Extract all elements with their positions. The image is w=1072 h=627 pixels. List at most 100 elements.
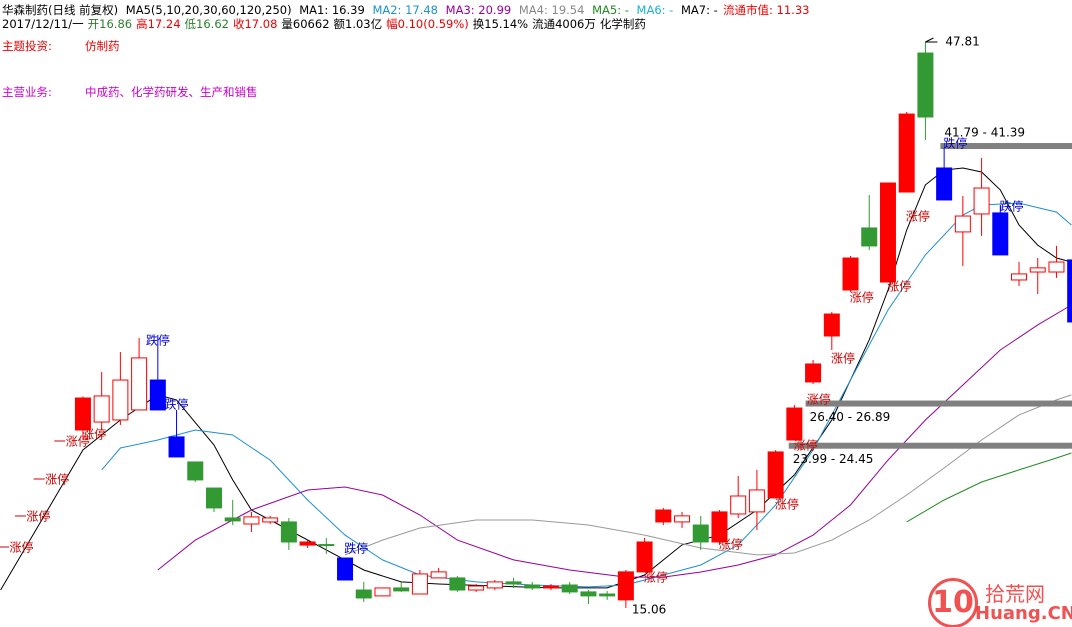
legend-ma1: MA1: 16.39 bbox=[299, 3, 365, 17]
legend-ma4: MA4: 19.54 bbox=[518, 3, 585, 17]
limit-label: 涨停 bbox=[644, 569, 668, 584]
ma-settings[interactable]: MA5(5,10,20,30,60,120,250) bbox=[125, 3, 292, 17]
candle-body bbox=[486, 581, 503, 589]
candle-body bbox=[805, 363, 822, 383]
candle-body bbox=[580, 591, 597, 597]
limit-label: 涨停 bbox=[719, 536, 743, 551]
market-cap: 流通市值: 11.33 bbox=[723, 3, 810, 17]
candle-body bbox=[861, 227, 878, 247]
legend-ma5: MA5: - bbox=[592, 3, 629, 17]
level-bar bbox=[788, 442, 1072, 449]
header-line2: 2017/12/11/一 开16.86 高17.24 低16.62 收17.08 量606… bbox=[2, 17, 650, 31]
limit-label: 涨停 bbox=[794, 438, 818, 453]
candle-body bbox=[711, 511, 728, 543]
level-label: 23.99 - 24.45 bbox=[793, 452, 874, 466]
candle-body bbox=[205, 487, 222, 509]
candle-body bbox=[411, 573, 428, 595]
candle-body bbox=[74, 397, 91, 431]
legend-ma6: MA6: - bbox=[636, 3, 674, 17]
candle-body bbox=[786, 407, 803, 441]
candle-body bbox=[262, 517, 279, 523]
ma-line bbox=[101, 202, 1072, 588]
watermark-domain: Huang.CN bbox=[975, 603, 1072, 624]
low: 低16.62 bbox=[184, 17, 229, 31]
candle-body bbox=[280, 521, 297, 543]
limit-label: 涨停 bbox=[887, 279, 911, 294]
candle-body bbox=[992, 212, 1009, 256]
limit-label: 一涨停 bbox=[54, 433, 90, 448]
candle-body bbox=[748, 489, 765, 513]
candle-body bbox=[112, 379, 129, 421]
candle-body bbox=[505, 581, 522, 585]
ma-line bbox=[344, 394, 1072, 556]
candle-body bbox=[168, 436, 185, 458]
legend-ma2: MA2: 17.48 bbox=[372, 3, 438, 17]
industry: 化学制药 bbox=[599, 17, 646, 31]
limit-label: 涨停 bbox=[850, 289, 874, 304]
limit-label: 跌停 bbox=[1000, 199, 1024, 214]
high: 高17.24 bbox=[136, 17, 181, 31]
ma-line bbox=[0, 167, 1072, 591]
limit-label: 跌停 bbox=[943, 135, 967, 150]
candle-body bbox=[318, 544, 335, 547]
candle-body bbox=[243, 516, 260, 525]
high-label: 47.81 bbox=[945, 34, 979, 48]
candle-body bbox=[393, 587, 410, 592]
legend-ma7: MA7: - bbox=[681, 3, 718, 17]
theme: 仿制药 bbox=[85, 39, 120, 53]
level-bar bbox=[940, 143, 1072, 150]
watermark-logo: 10 bbox=[928, 578, 978, 627]
candle-body bbox=[879, 182, 896, 283]
level-label: 26.40 - 26.89 bbox=[810, 410, 891, 424]
stock-name: 华森制药(日线 前复权) bbox=[2, 3, 119, 17]
limit-label: 跌停 bbox=[165, 396, 189, 411]
candle-body bbox=[599, 593, 616, 597]
candle-body bbox=[674, 515, 691, 523]
amount: 额1.03亿 bbox=[333, 17, 383, 31]
level-bar bbox=[805, 400, 1072, 407]
candle-body bbox=[149, 379, 166, 411]
close: 收17.08 bbox=[232, 17, 278, 31]
volume: 量60662 bbox=[281, 17, 330, 31]
candle-body bbox=[636, 541, 653, 573]
candle-body bbox=[655, 509, 672, 523]
limit-label: 涨停 bbox=[906, 209, 930, 224]
candle-body bbox=[767, 451, 784, 499]
candle-body bbox=[561, 584, 578, 593]
candle-body bbox=[1011, 273, 1028, 281]
candle-body bbox=[1067, 259, 1072, 323]
candle-body bbox=[131, 357, 148, 411]
candle-body bbox=[1029, 267, 1046, 273]
candle-body bbox=[299, 541, 316, 546]
level-label: 41.79 - 41.39 bbox=[944, 126, 1025, 140]
limit-label: 跌停 bbox=[146, 332, 170, 347]
candle-body bbox=[449, 577, 466, 591]
limit-label: 涨停 bbox=[775, 496, 799, 511]
limit-label: 涨停 bbox=[807, 391, 831, 406]
limit-label: 一涨停 bbox=[14, 508, 50, 523]
theme-label: 主题投资: bbox=[2, 39, 52, 53]
candle-body bbox=[430, 571, 447, 579]
change: 幅0.10(0.59%) bbox=[386, 17, 469, 31]
limit-label: 涨停 bbox=[82, 426, 106, 441]
high-pointer bbox=[925, 37, 938, 43]
candle-body bbox=[468, 585, 485, 591]
candle-body bbox=[542, 585, 559, 589]
candle-body bbox=[973, 187, 990, 215]
candle-body bbox=[954, 215, 971, 233]
candle-body bbox=[355, 589, 372, 599]
date: 2017/12/11/一 bbox=[2, 17, 84, 31]
limit-label: 涨停 bbox=[831, 350, 855, 365]
business: 中成药、化学药研发、生产和销售 bbox=[85, 85, 258, 99]
candle-body bbox=[823, 313, 840, 337]
candle-body bbox=[337, 557, 354, 581]
open: 开16.86 bbox=[87, 17, 133, 31]
candle-body bbox=[1048, 261, 1065, 273]
candle-body bbox=[374, 587, 391, 597]
float: 流通4006万 bbox=[532, 17, 596, 31]
candle-body bbox=[524, 584, 541, 589]
turnover: 换15.14% bbox=[472, 17, 529, 31]
candle-body bbox=[730, 495, 747, 515]
